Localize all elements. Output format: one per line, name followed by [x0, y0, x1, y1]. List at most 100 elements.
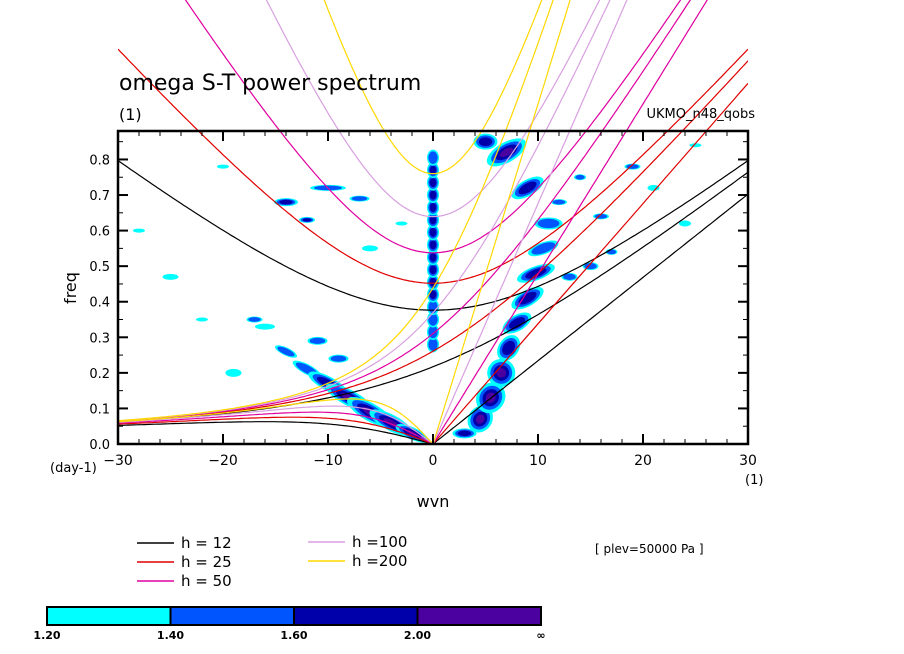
contour-region — [429, 265, 437, 275]
contour-region — [429, 240, 437, 250]
colorbar: 1.20 1.40 1.60 2.00 ∞ — [33, 606, 546, 642]
contour-region — [429, 252, 437, 262]
dispersion-curves — [118, 0, 748, 444]
y-tick-label: 0.4 — [89, 296, 110, 311]
inertia-gravity-curve — [118, 160, 748, 311]
contour-region — [302, 218, 312, 222]
contour-region — [162, 273, 179, 280]
contour-region — [428, 313, 438, 326]
contour-region — [552, 199, 566, 205]
level-label: [ plev=50000 Pa ] — [595, 542, 704, 556]
x-tick-label: −10 — [313, 453, 343, 469]
y-tick-label: 0.6 — [89, 225, 110, 240]
contour-region — [475, 414, 485, 424]
contour-region — [277, 346, 295, 357]
contour-region — [255, 323, 275, 330]
contour-region — [428, 300, 438, 314]
contour-region — [428, 151, 438, 164]
contour-region — [531, 242, 556, 255]
colorbar-label: 1.20 — [33, 629, 60, 642]
inertia-gravity-curve — [118, 48, 748, 284]
contour-region — [518, 181, 537, 195]
colorbar-swatch — [293, 606, 419, 626]
contour-region — [647, 184, 660, 191]
rossby-wave-curve — [118, 421, 434, 444]
x-axis-label: wvn — [417, 492, 450, 511]
y-axis-label: freq — [61, 272, 80, 304]
x-tick-label: 10 — [529, 453, 547, 469]
contour-region — [429, 190, 437, 200]
contour-region — [429, 202, 437, 212]
contour-region — [478, 137, 493, 147]
colorbar-swatch — [46, 606, 172, 626]
kelvin-wave-curve — [432, 0, 708, 444]
kelvin-wave-curve — [432, 0, 571, 444]
dataset-label: UKMO_n48_qobs — [646, 107, 755, 122]
contour-region — [309, 337, 326, 344]
contour-region — [279, 199, 293, 205]
colorbar-label: ∞ — [536, 629, 545, 642]
power-contours — [133, 133, 702, 443]
eig-n0-curve — [118, 0, 554, 422]
inertia-gravity-curve — [323, 0, 543, 175]
contour-region — [133, 228, 145, 233]
x-tick-label: 20 — [634, 453, 652, 469]
legend-label: h = 50 — [181, 572, 232, 590]
title-units: (1) — [119, 105, 142, 124]
contour-region — [606, 249, 617, 255]
contour-region — [575, 174, 585, 180]
colorbar-swatch — [416, 606, 542, 626]
x-tick-label: −30 — [103, 453, 133, 469]
contour-region — [499, 147, 514, 158]
rossby-wave-curve — [118, 411, 434, 444]
y-tick-label: 0.3 — [89, 331, 110, 346]
y-tick-label: 0.7 — [89, 189, 110, 204]
x-tick-label: −20 — [208, 453, 238, 469]
contour-region — [537, 218, 560, 229]
contour-region — [518, 291, 537, 305]
rossby-wave-curve — [118, 398, 434, 444]
contour-region — [395, 221, 408, 226]
y-tick-label: 0.8 — [89, 153, 110, 168]
axes: −30 −20 −10 0 10 20 30 0.0 0.1 0.2 0.3 0.4 0.5 0.6 0.7… — [89, 129, 757, 469]
legend-label: h = 25 — [181, 553, 232, 571]
contour-region — [429, 215, 437, 225]
y-tick-label: 0.5 — [89, 260, 110, 275]
contour-region — [330, 355, 347, 362]
x-units-label: (1) — [745, 473, 763, 488]
kelvin-wave-curve — [432, 193, 748, 444]
eig-n0-curve — [118, 60, 748, 423]
inertia-gravity-curve — [265, 0, 601, 218]
y-tick-label: 0.0 — [89, 438, 110, 453]
kelvin-wave-curve — [432, 82, 748, 444]
contour-region — [217, 164, 229, 169]
y-tick-label: 0.1 — [89, 402, 110, 417]
y-units-label: (day-1) — [50, 461, 97, 476]
legend-label: h =100 — [352, 533, 407, 551]
contour-region — [428, 338, 438, 351]
colorbar-swatch — [169, 606, 295, 626]
contour-region — [496, 368, 507, 378]
x-tick-label: 30 — [739, 453, 757, 469]
kelvin-wave-curve — [432, 0, 628, 444]
eig-n0-curve — [118, 0, 692, 422]
y-tick-label: 0.2 — [89, 367, 110, 382]
contour-region — [225, 368, 242, 377]
contour-region — [508, 317, 526, 329]
contour-region — [429, 227, 437, 237]
contour-region — [457, 430, 472, 437]
contour-region — [248, 317, 261, 322]
legend-label: h =200 — [352, 552, 407, 570]
chart-title: omega S-T power spectrum — [119, 71, 421, 96]
inertia-gravity-curve — [184, 0, 682, 254]
x-tick-label: 0 — [429, 453, 438, 469]
contour-region — [679, 220, 691, 227]
legend-label: h = 12 — [181, 534, 232, 552]
contour-region — [362, 245, 378, 252]
contour-region — [429, 165, 437, 175]
rossby-wave-curve — [118, 416, 434, 444]
contour-region — [351, 196, 368, 201]
colorbar-label: 2.00 — [404, 629, 431, 642]
